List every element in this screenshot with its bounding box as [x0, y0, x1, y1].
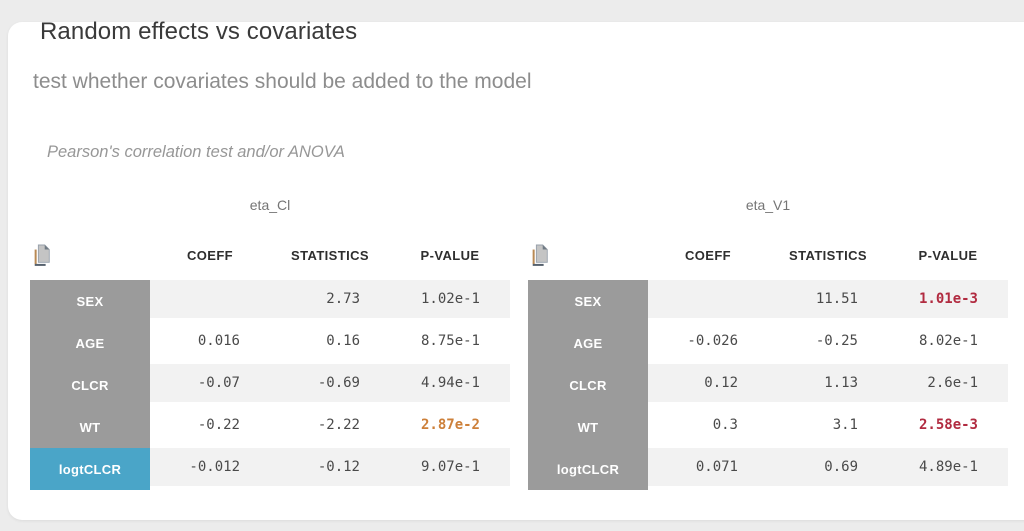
table-row: CLCR 0.12 1.13 2.6e-1 — [528, 364, 1008, 406]
table-row: logtCLCR -0.012 -0.12 9.07e-1 — [30, 448, 510, 490]
table-corner — [30, 243, 150, 267]
statistics-cell: 2.73 — [326, 291, 360, 307]
statistics-cell: 0.16 — [326, 333, 360, 349]
row-header-logtclcr: logtCLCR — [528, 448, 648, 490]
statistics-cell: -0.12 — [317, 459, 360, 475]
eta-label: eta_Cl — [249, 197, 291, 213]
statistics-cell: 3.1 — [832, 417, 858, 433]
column-header-pvalue: P-VALUE — [420, 247, 480, 263]
row-values: 0.3 3.1 2.58e-3 — [648, 406, 1008, 444]
p-value-cell: 4.89e-1 — [918, 459, 978, 475]
eta-label: eta_V1 — [745, 197, 791, 213]
table-header-row: COEFF STATISTICS P-VALUE — [30, 230, 510, 280]
table-row: WT 0.3 3.1 2.58e-3 — [528, 406, 1008, 448]
row-values: -0.026 -0.25 8.02e-1 — [648, 322, 1008, 360]
coeff-cell: -0.026 — [687, 333, 738, 349]
table-row: WT -0.22 -2.22 2.87e-2 — [30, 406, 510, 448]
statistics-cell: -0.69 — [317, 375, 360, 391]
table-header-row: COEFF STATISTICS P-VALUE — [528, 230, 1008, 280]
row-values: -0.07 -0.69 4.94e-1 — [150, 364, 510, 402]
statistics-cell: 1.13 — [824, 375, 858, 391]
p-value-cell: 9.07e-1 — [420, 459, 480, 475]
p-value-cell: 2.58e-3 — [918, 417, 978, 433]
coeff-cell: 0.016 — [197, 333, 240, 349]
table-rows: SEX 11.51 1.01e-3 AGE -0.026 -0.25 8.02e-1 CLCR… — [528, 280, 1008, 490]
p-value-cell: 8.02e-1 — [918, 333, 978, 349]
page-title: Random effects vs covariates — [40, 18, 358, 46]
table-row: SEX 2.73 1.02e-1 — [30, 280, 510, 322]
row-values: 11.51 1.01e-3 — [648, 280, 1008, 318]
row-values: -0.22 -2.22 2.87e-2 — [150, 406, 510, 444]
p-value-cell: 1.01e-3 — [918, 291, 978, 307]
column-header-coeff: COEFF — [684, 247, 732, 263]
row-header-clcr: CLCR — [528, 364, 648, 406]
eta-v1-table: eta_V1 COEFF STATISTICS P-VALUE SEX 11.51… — [528, 196, 1008, 490]
row-values: 0.016 0.16 8.75e-1 — [150, 322, 510, 360]
coeff-cell — [648, 280, 768, 318]
coeff-cell: 0.12 — [704, 375, 738, 391]
table-row: AGE -0.026 -0.25 8.02e-1 — [528, 322, 1008, 364]
table-row: SEX 11.51 1.01e-3 — [528, 280, 1008, 322]
method-note: Pearson's correlation test and/or ANOVA — [47, 143, 345, 161]
statistics-cell: -2.22 — [317, 417, 360, 433]
coeff-cell: -0.22 — [197, 417, 240, 433]
row-header-clcr: CLCR — [30, 364, 150, 406]
coeff-cell: 0.3 — [712, 417, 738, 433]
coeff-cell: -0.07 — [197, 375, 240, 391]
column-header-statistics: STATISTICS — [291, 247, 369, 263]
table-corner — [528, 243, 648, 267]
row-values: 2.73 1.02e-1 — [150, 280, 510, 318]
coeff-cell: 0.071 — [695, 459, 738, 475]
eta-cl-table: eta_Cl COEFF STATISTICS P-VALUE SEX 2.73 1… — [30, 196, 510, 490]
p-value-cell: 2.87e-2 — [420, 417, 480, 433]
statistics-cell: 0.69 — [824, 459, 858, 475]
row-header-age: AGE — [30, 322, 150, 364]
row-values: 0.071 0.69 4.89e-1 — [648, 448, 1008, 486]
p-value-cell: 2.6e-1 — [927, 375, 978, 391]
p-value-cell: 8.75e-1 — [420, 333, 480, 349]
table-row: AGE 0.016 0.16 8.75e-1 — [30, 322, 510, 364]
table-rows: SEX 2.73 1.02e-1 AGE 0.016 0.16 8.75e-1 CLCR -0.… — [30, 280, 510, 490]
row-header-logtclcr: logtCLCR — [30, 448, 150, 490]
page-subtitle: test whether covariates should be added … — [33, 70, 532, 93]
column-header-pvalue: P-VALUE — [918, 247, 978, 263]
copy-table-icon[interactable] — [530, 243, 550, 267]
row-header-wt: WT — [30, 406, 150, 448]
column-header-coeff: COEFF — [186, 247, 234, 263]
coeff-cell — [150, 280, 270, 318]
row-header-age: AGE — [528, 322, 648, 364]
p-value-cell: 4.94e-1 — [420, 375, 480, 391]
row-values: -0.012 -0.12 9.07e-1 — [150, 448, 510, 486]
statistics-cell: 11.51 — [815, 291, 858, 307]
row-header-wt: WT — [528, 406, 648, 448]
coeff-cell: -0.012 — [189, 459, 240, 475]
copy-table-icon[interactable] — [32, 243, 52, 267]
statistics-cell: -0.25 — [815, 333, 858, 349]
row-values: 0.12 1.13 2.6e-1 — [648, 364, 1008, 402]
table-row: CLCR -0.07 -0.69 4.94e-1 — [30, 364, 510, 406]
table-row: logtCLCR 0.071 0.69 4.89e-1 — [528, 448, 1008, 490]
column-header-statistics: STATISTICS — [789, 247, 867, 263]
row-header-sex: SEX — [528, 280, 648, 322]
row-header-sex: SEX — [30, 280, 150, 322]
p-value-cell: 1.02e-1 — [420, 291, 480, 307]
